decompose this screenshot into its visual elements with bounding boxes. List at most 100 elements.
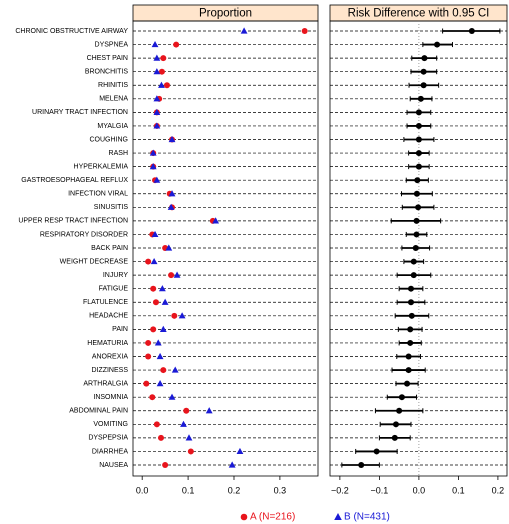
x-tick-label: −0.1 <box>370 485 388 495</box>
point <box>160 367 167 374</box>
point <box>240 27 248 34</box>
point <box>205 407 213 414</box>
category-label: INSOMNIA <box>93 394 128 401</box>
point <box>161 298 169 305</box>
point <box>417 95 424 102</box>
category-label: GASTROESOPHAGEAL REFLUX <box>21 177 128 184</box>
point <box>405 367 412 374</box>
category-label: HEADACHE <box>89 313 128 320</box>
point <box>158 68 165 75</box>
point <box>415 150 422 157</box>
point <box>151 230 159 238</box>
point <box>391 434 398 441</box>
point <box>158 285 166 292</box>
point <box>160 55 167 62</box>
point <box>396 407 403 414</box>
point <box>434 41 441 48</box>
point <box>420 82 427 89</box>
panel-title: Proportion <box>199 8 252 20</box>
point <box>149 149 157 156</box>
legend-label: A (N=216) <box>250 512 295 523</box>
category-label: NAUSEA <box>99 462 128 469</box>
x-tick-label: 0.3 <box>274 485 287 495</box>
point <box>413 231 420 238</box>
point <box>415 109 422 116</box>
x-tick-label: −0.2 <box>331 485 349 495</box>
point <box>173 271 181 278</box>
point <box>149 163 157 170</box>
point <box>301 28 308 34</box>
point <box>187 448 194 455</box>
category-label: INFECTION VIRAL <box>68 191 128 198</box>
point <box>153 421 160 428</box>
category-label: DIZZINESS <box>91 367 128 374</box>
point <box>178 312 186 319</box>
category-label: FLATULENCE <box>83 299 128 306</box>
category-label: SINUSITIS <box>94 204 129 211</box>
category-label: VOMITING <box>93 421 128 428</box>
category-label: CHEST PAIN <box>87 55 128 62</box>
point <box>168 135 176 143</box>
panel-title: Risk Difference with 0.95 CI <box>348 8 490 20</box>
point <box>150 257 158 265</box>
category-label: FATIGUE <box>99 286 129 293</box>
point <box>404 380 411 387</box>
point <box>468 28 475 34</box>
point <box>168 393 176 400</box>
point <box>151 40 159 48</box>
category-label: UPPER RESP TRACT INFECTION <box>18 218 128 225</box>
point <box>373 448 380 455</box>
category-label: ANOREXIA <box>92 353 129 360</box>
category-label: ARTHRALGIA <box>83 380 128 387</box>
point <box>407 299 414 306</box>
category-label: BACK PAIN <box>91 245 128 252</box>
point <box>163 82 170 89</box>
category-label: INJURY <box>103 272 128 279</box>
point <box>410 272 417 279</box>
point <box>413 217 420 224</box>
category-label: HYPERKALEMIA <box>74 163 129 170</box>
x-tick-label: 0.1 <box>452 485 465 495</box>
point <box>185 434 193 441</box>
point <box>180 420 187 427</box>
point <box>162 462 169 468</box>
point <box>145 258 152 265</box>
point <box>407 326 414 333</box>
x-tick-label: 0.1 <box>182 485 195 495</box>
point <box>152 299 159 306</box>
category-label: RASH <box>109 150 128 157</box>
category-label: CHRONIC OBSTRUCTIVE AIRWAY <box>15 28 128 35</box>
point <box>413 190 420 197</box>
point <box>145 353 152 360</box>
point <box>150 285 157 292</box>
point <box>410 258 417 265</box>
category-label: MYALGIA <box>97 123 128 130</box>
point <box>415 204 422 211</box>
point <box>412 245 419 251</box>
category-label: WEIGHT DECREASE <box>60 258 129 265</box>
x-tick-label: 0.0 <box>136 485 149 495</box>
point <box>392 421 399 428</box>
point <box>150 326 157 333</box>
point <box>165 244 173 251</box>
point <box>167 203 175 210</box>
point <box>158 434 165 441</box>
category-label: COUGHING <box>90 136 129 143</box>
point <box>153 122 161 129</box>
point <box>156 352 164 360</box>
point <box>153 108 161 115</box>
point <box>236 447 244 455</box>
point <box>421 55 428 62</box>
point <box>415 163 422 170</box>
x-tick-label: 0.0 <box>413 485 426 495</box>
point <box>183 407 190 414</box>
category-label: RHINITIS <box>98 82 128 89</box>
category-label: DYSPEPSIA <box>88 435 128 442</box>
category-label: DIARRHEA <box>92 448 129 455</box>
point <box>171 366 179 373</box>
legend-label: B (N=431) <box>344 512 390 523</box>
point <box>145 339 152 346</box>
point <box>405 353 412 360</box>
point <box>159 325 167 332</box>
